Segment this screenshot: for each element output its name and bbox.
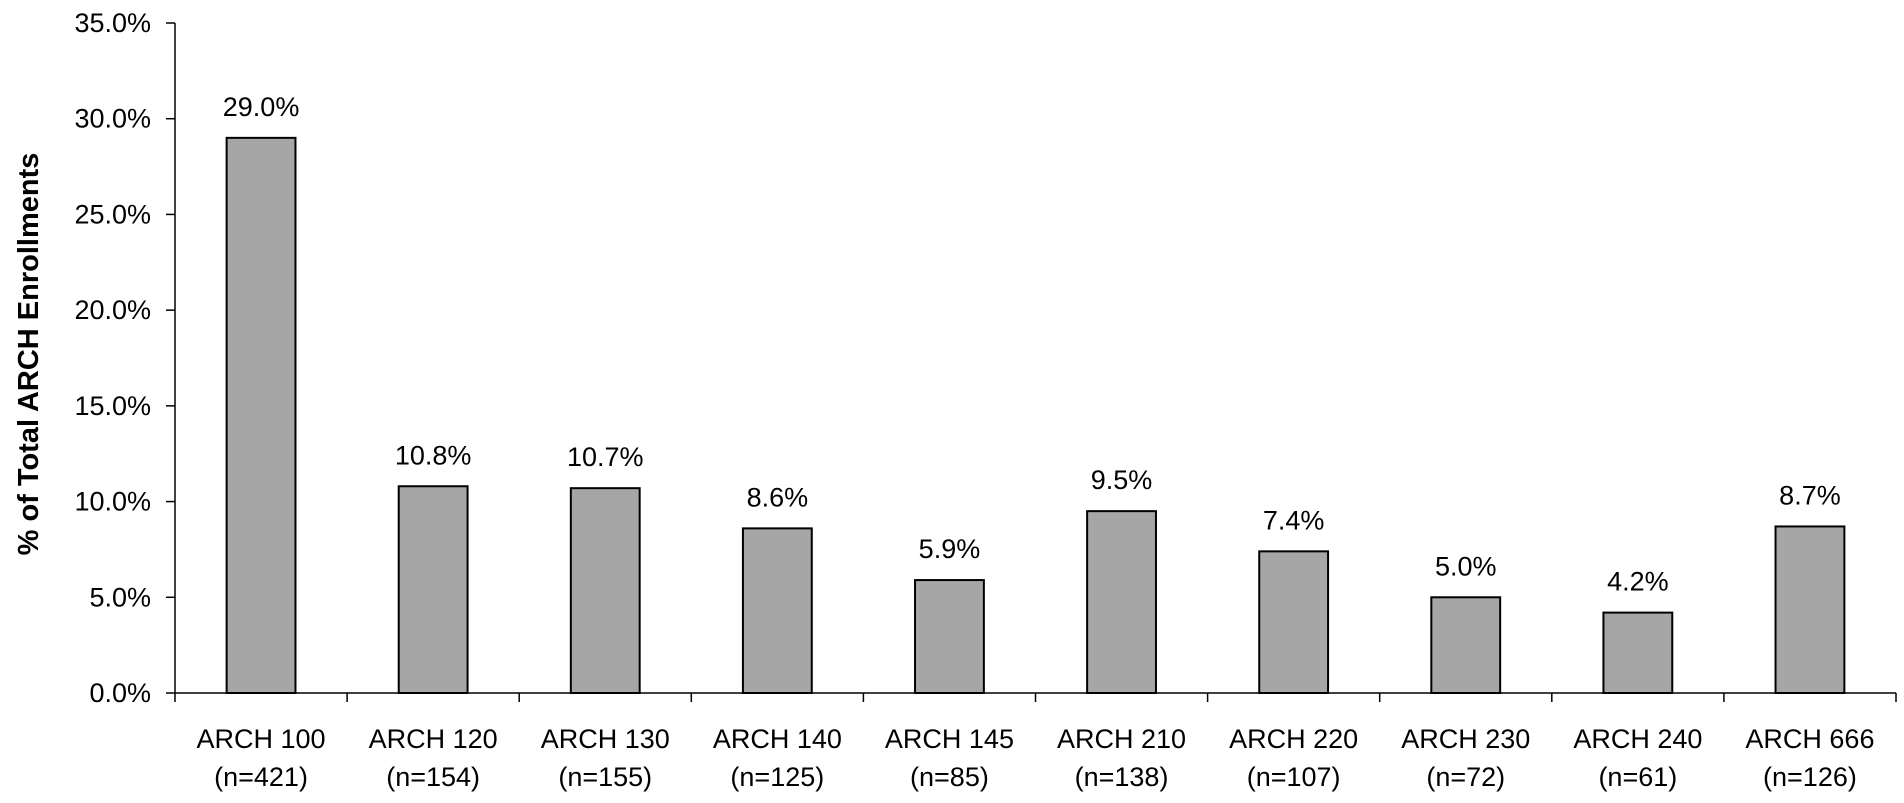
y-tick-label: 10.0% (74, 487, 151, 517)
y-tick-label: 30.0% (74, 104, 151, 134)
x-category-count-label: (n=125) (730, 762, 824, 792)
data-label: 5.9% (919, 534, 981, 564)
x-category-label: ARCH 100 (197, 724, 326, 754)
data-label: 5.0% (1435, 551, 1497, 581)
y-axis-title: % of Total ARCH Enrollments (13, 153, 45, 556)
bar (569, 487, 641, 694)
x-category-label: ARCH 240 (1573, 724, 1702, 754)
data-label: 4.2% (1607, 567, 1669, 597)
x-category-count-label: (n=61) (1598, 762, 1677, 792)
bar (1774, 525, 1846, 695)
x-category-label: ARCH 145 (885, 724, 1014, 754)
x-category-count-label: (n=85) (910, 762, 989, 792)
x-category-count-label: (n=155) (558, 762, 652, 792)
x-category-label: ARCH 140 (713, 724, 842, 754)
x-category-count-label: (n=72) (1426, 762, 1505, 792)
x-category-count-label: (n=107) (1247, 762, 1341, 792)
x-category-label: ARCH 120 (369, 724, 498, 754)
x-category-label: ARCH 220 (1229, 724, 1358, 754)
x-category-label: ARCH 666 (1745, 724, 1874, 754)
data-label: 10.8% (395, 440, 472, 470)
y-tick-label: 15.0% (74, 391, 151, 421)
y-tick-label: 0.0% (89, 678, 151, 708)
data-label: 9.5% (1091, 465, 1153, 495)
x-category-count-label: (n=138) (1075, 762, 1169, 792)
data-label: 29.0% (223, 92, 300, 122)
data-label: 10.7% (567, 442, 644, 472)
y-tick-label: 35.0% (74, 8, 151, 38)
bar (1602, 611, 1674, 694)
x-category-count-label: (n=154) (386, 762, 480, 792)
x-category-label: ARCH 130 (541, 724, 670, 754)
x-category-label: ARCH 210 (1057, 724, 1186, 754)
x-category-label: ARCH 230 (1401, 724, 1530, 754)
x-category-count-label: (n=126) (1763, 762, 1857, 792)
bar (397, 485, 469, 694)
bar (1258, 550, 1330, 694)
x-category-count-label: (n=421) (214, 762, 308, 792)
bar (914, 579, 985, 694)
bar (741, 527, 813, 694)
data-label: 7.4% (1263, 505, 1325, 535)
bar (225, 136, 297, 695)
data-label: 8.7% (1779, 480, 1841, 510)
data-label: 8.6% (747, 482, 809, 512)
bar (1430, 596, 1502, 694)
y-tick-label: 25.0% (74, 199, 151, 229)
y-tick-label: 20.0% (74, 295, 151, 325)
y-tick-label: 5.0% (89, 582, 151, 612)
bar (1086, 510, 1157, 694)
